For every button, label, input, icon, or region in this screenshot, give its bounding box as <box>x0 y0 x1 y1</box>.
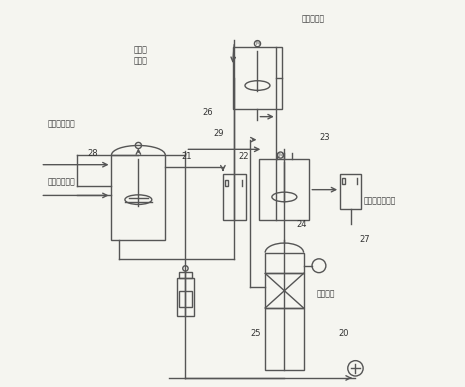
Bar <box>265 253 304 274</box>
Bar <box>112 155 165 240</box>
Bar <box>225 180 228 186</box>
Bar <box>259 159 309 220</box>
Text: 21: 21 <box>181 152 192 161</box>
Bar <box>179 291 192 307</box>
Bar <box>177 278 194 317</box>
Bar <box>342 178 345 184</box>
Text: 28: 28 <box>87 149 98 158</box>
Text: 23: 23 <box>319 133 330 142</box>
Text: 铝酸钙
加料口: 铝酸钙 加料口 <box>133 46 147 65</box>
Text: 27: 27 <box>360 235 370 244</box>
Bar <box>265 308 304 370</box>
Text: 25: 25 <box>250 329 261 338</box>
Text: 29: 29 <box>214 129 224 139</box>
Bar <box>223 174 246 220</box>
Text: 自来水管阀: 自来水管阀 <box>302 14 325 23</box>
Text: M: M <box>279 152 283 158</box>
Text: 22: 22 <box>239 152 249 161</box>
Text: 来自余热锅炉: 来自余热锅炉 <box>48 178 76 187</box>
Text: 去干燥液高位罐: 去干燥液高位罐 <box>363 197 396 205</box>
Bar <box>340 174 361 209</box>
Bar <box>265 274 304 308</box>
Text: 去反应池: 去反应池 <box>317 289 336 298</box>
Bar <box>179 272 192 278</box>
Text: 26: 26 <box>202 108 213 117</box>
Text: 20: 20 <box>339 329 349 338</box>
Text: M: M <box>255 41 259 46</box>
Text: 24: 24 <box>296 220 307 229</box>
Text: 来自一步液池: 来自一步液池 <box>48 120 76 129</box>
Bar <box>232 48 282 109</box>
